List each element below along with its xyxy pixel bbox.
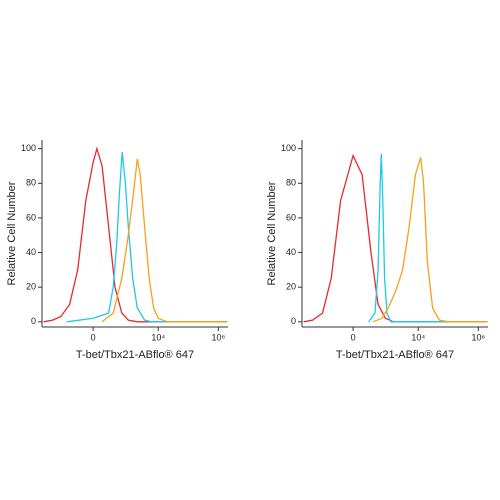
y-tick-label: 80 [286,178,296,188]
y-axis-label: Relative Cell Number [6,181,18,285]
x-tick-label: 10⁴ [151,332,165,342]
y-tick-label: 0 [291,316,296,326]
histogram-line [43,146,228,323]
y-tick-label: 20 [26,282,36,292]
histogram-line [66,152,228,323]
y-tick-label: 100 [281,143,296,153]
x-axis-label: T-bet/Tbx21-ABflo® 647 [336,349,454,361]
x-axis-label: T-bet/Tbx21-ABflo® 647 [76,349,194,361]
x-tick-label: 10⁶ [471,332,485,342]
x-tick-label: 0 [351,332,356,342]
y-tick-label: 20 [286,282,296,292]
histogram-line [303,153,488,323]
x-tick-label: 10⁶ [211,332,225,342]
y-tick-label: 0 [31,316,36,326]
histogram-line [372,157,488,323]
y-tick-label: 100 [21,143,36,153]
x-tick-label: 10⁴ [411,332,425,342]
y-axis-label: Relative Cell Number [266,181,278,285]
y-tick-label: 40 [286,247,296,257]
y-tick-label: 60 [26,212,36,222]
x-tick-label: 0 [91,332,96,342]
histogram-line [101,158,228,323]
y-tick-label: 40 [26,247,36,257]
y-tick-label: 80 [26,178,36,188]
y-tick-label: 60 [286,212,296,222]
histogram-line [368,153,488,323]
